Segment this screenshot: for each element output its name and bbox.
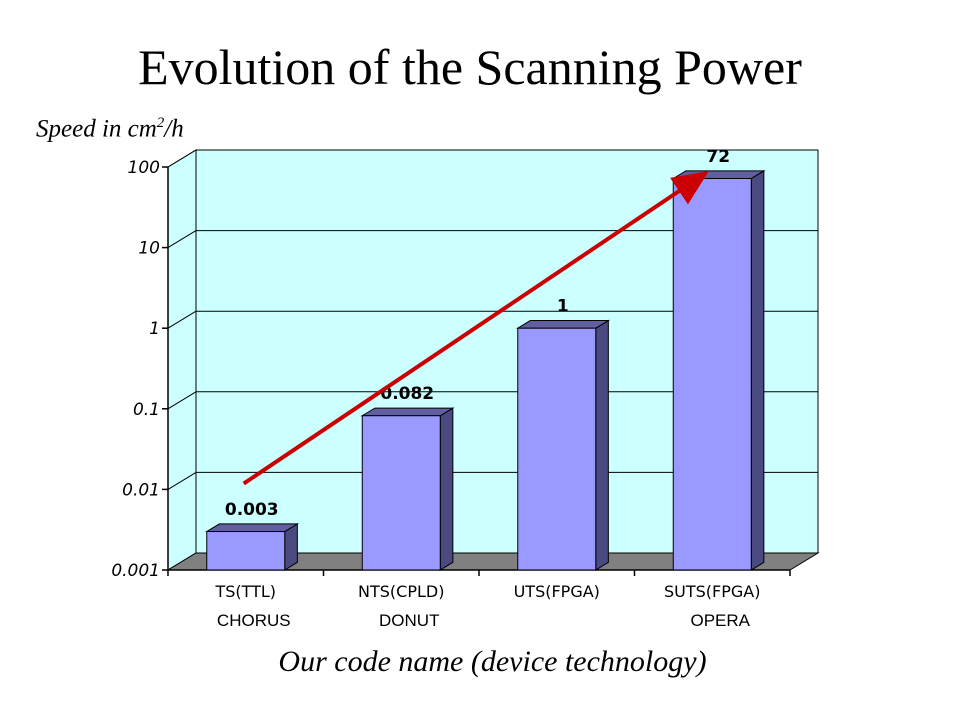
chart-plot-area: 0.001 0.01 0.1 1 10 100 0.003 TS(TTL) 0.082 NTS(C…: [111, 147, 820, 601]
y-axis-title-text: Speed in cm: [36, 115, 157, 143]
bar: [672, 177, 752, 571]
gridline-depth: [167, 149, 197, 168]
y-axis-title-superscript: 2: [156, 115, 165, 131]
x-axis-title: Our code name (device technology): [278, 645, 707, 678]
gridline-depth: [167, 471, 197, 490]
y-tick-label: 100: [128, 158, 160, 178]
bar-top: [204, 523, 300, 533]
trend-arrow: [242, 171, 709, 486]
y-tick-label: 10: [138, 239, 160, 259]
data-label: 1: [557, 297, 569, 317]
data-label: 0.082: [380, 384, 434, 404]
y-tick-label: 0.001: [111, 561, 160, 581]
page-title: Evolution of the Scanning Power: [138, 39, 802, 95]
category-label: TS(TTL): [214, 582, 276, 601]
bar-top: [515, 320, 611, 329]
bar: [206, 531, 286, 571]
bar: [361, 415, 441, 571]
category-label: SUTS(FPGA): [664, 582, 760, 601]
y-tick-label: 1: [149, 319, 160, 339]
y-tick-label: 0.01: [122, 480, 160, 500]
category-label: NTS(CPLD): [358, 582, 444, 601]
bar: [517, 327, 597, 571]
bar-top: [360, 407, 455, 417]
y-axis-title: Speed in cm2/h: [36, 115, 184, 143]
data-label: 0.003: [225, 500, 279, 520]
bar-top: [671, 170, 766, 179]
y-axis-title-unit: /h: [164, 115, 184, 143]
gridline-depth: [167, 310, 197, 329]
code-name-label: OPERA: [690, 611, 751, 630]
y-tick-label: 0.1: [133, 400, 160, 420]
category-label: UTS(FPGA): [514, 582, 600, 601]
bar-side: [439, 407, 454, 571]
data-label: 72: [706, 147, 730, 167]
bar-side: [750, 169, 765, 571]
bar-side: [595, 319, 609, 571]
gridline-depth: [167, 391, 197, 410]
code-name-label: CHORUS: [216, 611, 291, 630]
code-name-label: DONUT: [379, 611, 440, 630]
plot-left-wall: [167, 149, 197, 571]
gridline-depth: [167, 230, 197, 249]
